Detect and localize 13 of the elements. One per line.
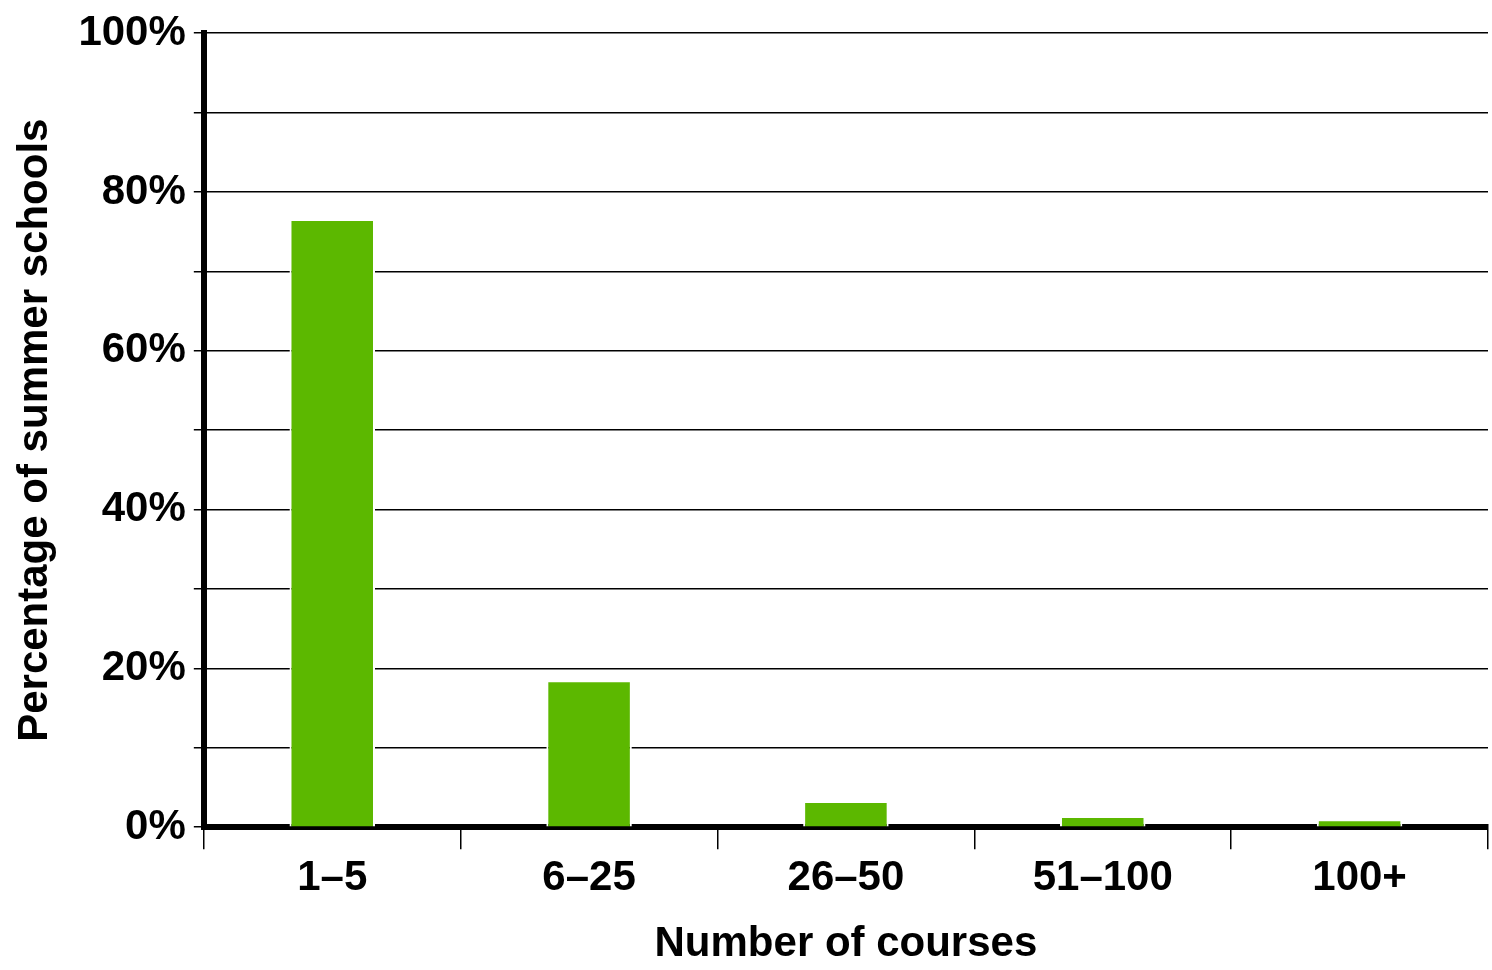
- y-tick-label: 0%: [125, 800, 186, 848]
- y-axis-title: Percentage of summer schools: [8, 118, 56, 742]
- x-axis-title: Number of courses: [654, 918, 1038, 966]
- x-tick-label: 51–100: [1032, 851, 1173, 899]
- x-tick-label: 1–5: [297, 851, 368, 899]
- y-tick-label: 60%: [101, 324, 186, 372]
- x-tick-label: 6–25: [542, 851, 636, 899]
- y-tick-label: 40%: [101, 483, 186, 531]
- y-tick-label: 100%: [78, 6, 186, 54]
- x-tick-label: 100+: [1312, 851, 1407, 899]
- x-tick-label: 26–50: [787, 851, 905, 899]
- y-tick-label: 80%: [101, 165, 186, 213]
- y-tick-label: 20%: [101, 641, 186, 689]
